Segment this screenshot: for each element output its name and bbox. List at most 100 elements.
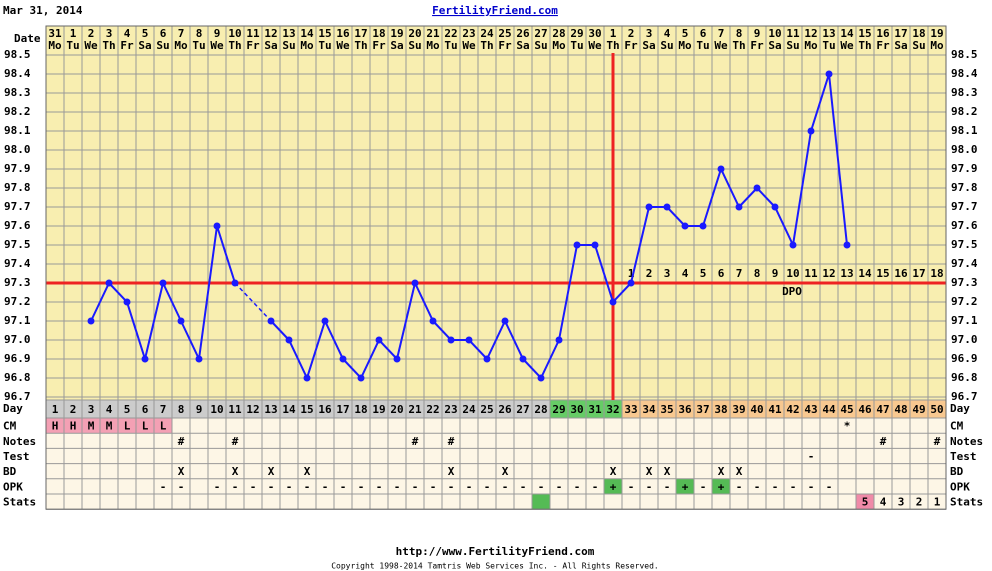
dpo-number: 3 [664, 267, 671, 280]
footer-url: http://www.FertilityFriend.com [396, 545, 595, 558]
temperature-point [627, 279, 635, 287]
cycle-day: 48 [894, 403, 907, 416]
y-tick-label: 97.2 [4, 295, 31, 308]
weekday-label: Th [858, 39, 871, 52]
y-tick-label-right: 96.8 [951, 371, 978, 384]
y-tick-label: 97.8 [4, 181, 31, 194]
date-label: 8 [196, 27, 203, 40]
date-label: 11 [246, 27, 260, 40]
date-label: 17 [894, 27, 907, 40]
date-label: 16 [336, 27, 350, 40]
cycle-day: 16 [318, 403, 332, 416]
temperature-point [411, 279, 419, 287]
y-tick-label-right: 98.5 [951, 48, 978, 61]
weekday-label: We [84, 39, 98, 52]
cell-text: X [268, 465, 275, 478]
weekday-label: We [336, 39, 350, 52]
cell-highlight [46, 418, 64, 434]
cell-text: - [286, 480, 293, 493]
y-tick-label-right: 97.9 [951, 162, 978, 175]
site-link[interactable]: FertilityFriend.com [432, 4, 558, 17]
row-label: BD [3, 465, 17, 478]
y-tick-label-right: 98.0 [951, 143, 978, 156]
y-tick-label: 98.5 [4, 48, 31, 61]
cycle-day: 23 [444, 403, 457, 416]
temperature-point [141, 355, 149, 363]
weekday-label: Sa [264, 39, 277, 52]
cell-text: H [70, 420, 77, 433]
cell-text: X [502, 465, 509, 478]
cycle-day: 7 [160, 403, 167, 416]
cell-text: - [520, 480, 527, 493]
weekday-label: Mo [804, 39, 818, 52]
weekday-label: Fr [876, 39, 890, 52]
temperature-point [267, 317, 275, 325]
temperature-point [447, 336, 455, 344]
dpo-number: 9 [772, 267, 779, 280]
temperature-point [771, 203, 779, 211]
cell-highlight [118, 418, 136, 434]
row-label-right: Stats [950, 496, 983, 509]
cell-text: - [790, 480, 797, 493]
cycle-day: 31 [588, 403, 602, 416]
temperature-point [285, 336, 293, 344]
weekday-label: We [840, 39, 854, 52]
temperature-point [177, 317, 185, 325]
cell-text: L [160, 420, 167, 433]
y-tick-label: 98.1 [4, 124, 31, 137]
temperature-point [681, 222, 689, 230]
cell-text: + [682, 480, 689, 493]
cycle-day: 32 [606, 403, 619, 416]
y-tick-label: 97.5 [4, 238, 31, 251]
dpo-number: 11 [804, 267, 818, 280]
y-tick-label-right: 98.3 [951, 86, 978, 99]
cycle-day: 50 [930, 403, 943, 416]
weekday-label: Fr [624, 39, 638, 52]
date-label: 3 [646, 27, 653, 40]
cell-highlight [604, 478, 622, 494]
cell-text: X [178, 465, 185, 478]
cell-text: X [718, 465, 725, 478]
weekday-label: Fr [750, 39, 764, 52]
temperature-point [591, 241, 599, 249]
cell-text: - [232, 480, 239, 493]
gap-connector [234, 282, 272, 322]
temperature-point [393, 355, 401, 363]
weekday-label: Mo [930, 39, 944, 52]
cell-text: - [376, 480, 383, 493]
cycle-day: 41 [768, 403, 782, 416]
cycle-day: 6 [142, 403, 149, 416]
temperature-point [753, 184, 761, 192]
y-tick-label: 97.7 [4, 200, 31, 213]
cell-text: - [772, 480, 779, 493]
cell-text: X [448, 465, 455, 478]
weekday-label: Su [156, 39, 169, 52]
cycle-day: 11 [228, 403, 242, 416]
dpo-number: 5 [700, 267, 707, 280]
weekday-label: Th [228, 39, 241, 52]
row-label-right: Notes [950, 435, 983, 448]
weekday-label: Mo [678, 39, 692, 52]
cycle-day: 12 [246, 403, 259, 416]
weekday-label: We [588, 39, 602, 52]
y-tick-label: 96.7 [4, 390, 31, 403]
row-label: CM [3, 420, 17, 433]
cell-text: - [430, 480, 437, 493]
cycle-day: 34 [642, 403, 656, 416]
cell-text: - [826, 480, 833, 493]
y-tick-label: 97.9 [4, 162, 31, 175]
y-tick-label: 97.3 [4, 276, 31, 289]
temperature-point [645, 203, 653, 211]
cell-highlight [136, 418, 154, 434]
cell-text: - [358, 480, 365, 493]
cell-text: 2 [916, 496, 923, 509]
y-tick-label-right: 98.2 [951, 105, 978, 118]
y-tick-label-right: 96.7 [951, 390, 978, 403]
temperature-point [303, 374, 311, 382]
cycle-day: 18 [354, 403, 367, 416]
dpo-number: 15 [876, 267, 889, 280]
temperature-point [843, 241, 851, 249]
date-label: 28 [552, 27, 565, 40]
cycle-day: 2 [70, 403, 77, 416]
